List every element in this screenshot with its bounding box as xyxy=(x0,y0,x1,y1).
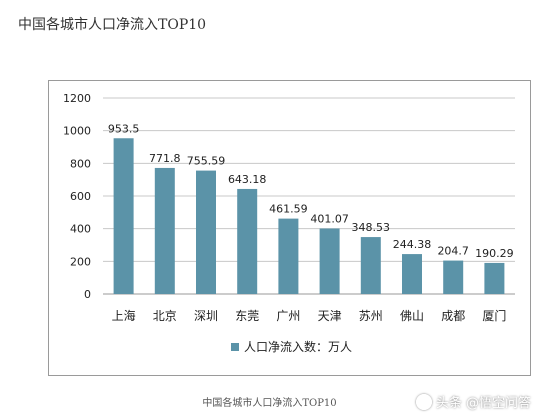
y-tick-label: 200 xyxy=(70,255,91,268)
page-title: 中国各城市人口净流入TOP10 xyxy=(18,17,207,33)
data-label: 953.5 xyxy=(108,122,140,135)
bar xyxy=(319,228,340,294)
data-label: 643.18 xyxy=(228,173,267,186)
bar xyxy=(154,167,175,294)
data-label: 244.38 xyxy=(393,238,432,251)
bar xyxy=(402,254,422,294)
data-label: 461.59 xyxy=(269,203,308,216)
bar xyxy=(360,237,381,294)
x-tick-label: 苏州 xyxy=(359,309,383,323)
bar-chart: 0 200 400 600 800 1000 1200 953.5 上海 771.8 北京 755.5… xyxy=(63,92,515,354)
data-label: 771.8 xyxy=(149,152,181,165)
bar xyxy=(443,260,464,294)
watermark: 头条 @悟空问答 xyxy=(415,392,531,411)
y-tick-label: 400 xyxy=(70,223,91,236)
data-label: 755.59 xyxy=(187,155,226,168)
legend-label: 人口净流入数：万人 xyxy=(244,339,352,354)
data-label: 401.07 xyxy=(310,212,349,225)
bar xyxy=(113,138,134,294)
bar xyxy=(278,218,299,294)
x-tick-label: 厦门 xyxy=(482,308,506,323)
y-tick-label: 800 xyxy=(70,157,91,170)
y-tick-label: 1000 xyxy=(63,125,91,138)
bar xyxy=(484,262,505,294)
bar xyxy=(196,170,216,294)
x-tick-label: 天津 xyxy=(318,309,342,323)
bar xyxy=(237,188,258,294)
chart-caption: 中国各城市人口净流入TOP10 xyxy=(202,398,337,409)
x-tick-label: 东莞 xyxy=(235,309,259,323)
x-tick-label: 成都 xyxy=(441,309,465,323)
chart-area: 0 200 400 600 800 1000 1200 953.5 上海 771.8 北京 755.5… xyxy=(48,80,531,376)
x-tick-label: 北京 xyxy=(153,309,177,323)
x-tick-label: 上海 xyxy=(112,308,136,323)
x-tick-label: 深圳 xyxy=(194,309,218,323)
data-label: 348.53 xyxy=(352,221,391,234)
y-tick-label: 600 xyxy=(70,190,91,203)
y-tick-label: 1200 xyxy=(63,92,91,105)
x-tick-label: 佛山 xyxy=(400,309,424,323)
x-tick-label: 广州 xyxy=(276,309,300,323)
data-label: 204.7 xyxy=(437,245,469,258)
y-tick-label: 0 xyxy=(84,288,91,301)
logo-icon xyxy=(415,393,432,410)
legend-swatch xyxy=(231,343,239,351)
data-label: 190.29 xyxy=(475,247,514,260)
watermark-text: 头条 @悟空问答 xyxy=(435,396,531,411)
